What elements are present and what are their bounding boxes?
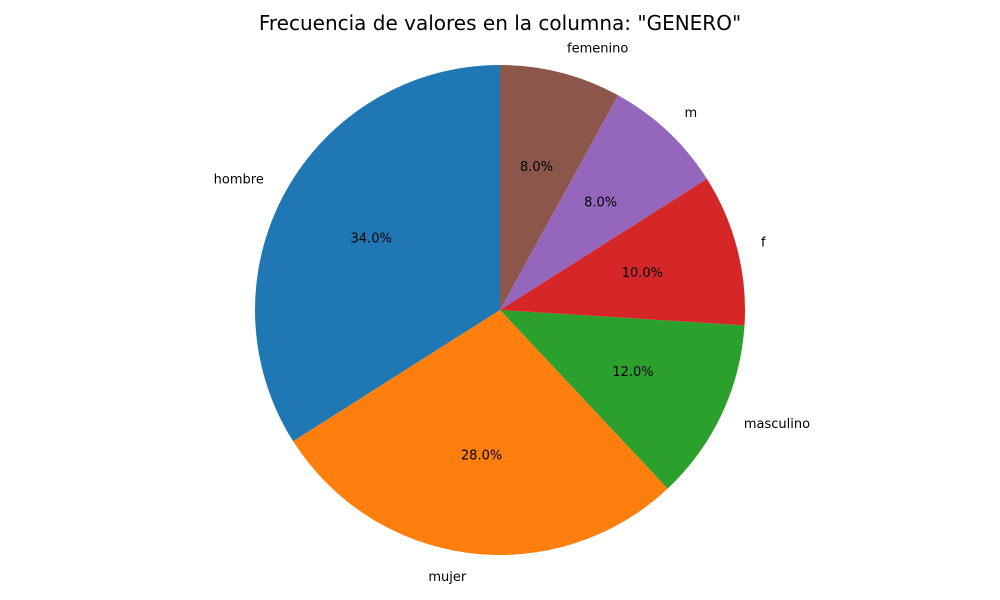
category-label-m: m	[684, 106, 697, 121]
percent-label-m: 8.0%	[584, 195, 617, 210]
percent-label-f: 10.0%	[622, 266, 663, 281]
category-label-mujer: mujer	[428, 570, 467, 585]
percent-label-mujer: 28.0%	[461, 448, 502, 463]
pie-slice-hombre	[254, 65, 500, 442]
category-label-hombre: hombre	[214, 173, 264, 188]
pie-slice-mujer	[293, 310, 668, 555]
percent-label-femenino: 8.0%	[520, 160, 553, 175]
category-label-f: f	[761, 235, 766, 250]
chart-title: Frecuencia de valores en la columna: "GE…	[258, 11, 742, 35]
pie-slice-m	[500, 95, 707, 310]
percent-label-masculino: 12.0%	[612, 365, 653, 380]
percent-label-hombre: 34.0%	[351, 232, 392, 247]
category-label-femenino: femenino	[567, 41, 628, 56]
pie-slice-femenino	[500, 65, 619, 310]
category-label-masculino: masculino	[744, 417, 810, 432]
pie-slice-masculino	[500, 310, 745, 489]
pie-slice-f	[500, 178, 745, 326]
